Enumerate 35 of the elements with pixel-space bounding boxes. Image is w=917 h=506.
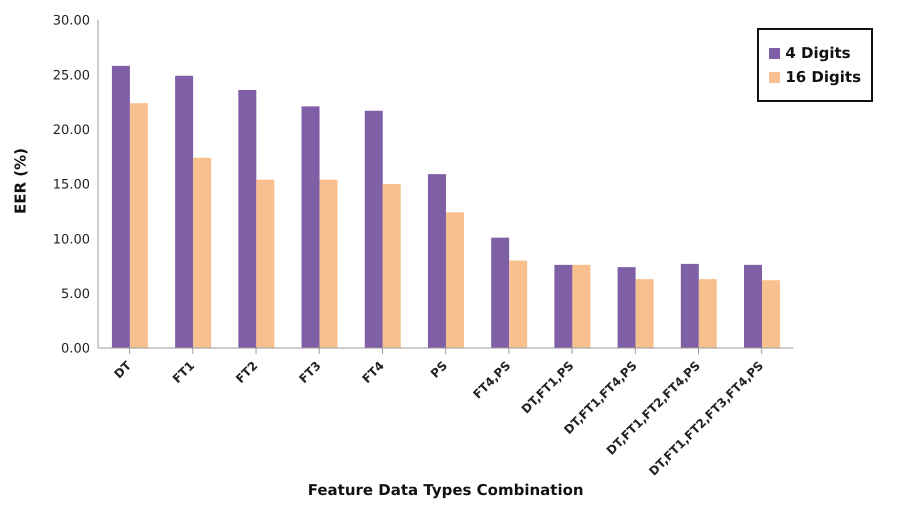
bar bbox=[382, 184, 401, 348]
bar bbox=[744, 264, 762, 348]
y-tick-label: 10.00 bbox=[52, 232, 90, 248]
bar bbox=[762, 280, 780, 348]
bar bbox=[256, 180, 274, 348]
y-tick-label: 0.00 bbox=[61, 342, 90, 357]
bar bbox=[618, 267, 636, 348]
bar bbox=[572, 264, 590, 348]
bar bbox=[554, 264, 572, 348]
legend-label: 4 Digits bbox=[784, 44, 852, 62]
bar bbox=[320, 180, 338, 348]
y-tick-label: 20.00 bbox=[52, 122, 90, 138]
x-tick-label: PS bbox=[428, 358, 450, 381]
bar bbox=[509, 260, 528, 348]
bar bbox=[238, 90, 256, 348]
bar bbox=[446, 212, 464, 348]
bar bbox=[175, 76, 194, 348]
bar bbox=[364, 110, 383, 348]
bar bbox=[302, 106, 320, 348]
y-tick-label: 15.00 bbox=[52, 178, 90, 193]
y-tick-label: 5.00 bbox=[61, 286, 90, 302]
bar bbox=[112, 66, 130, 348]
bar bbox=[193, 158, 212, 348]
bar bbox=[636, 279, 654, 348]
y-tick-label: 25.00 bbox=[52, 68, 90, 84]
x-axis-title: Feature Data Types Combination bbox=[308, 481, 584, 499]
bar bbox=[491, 238, 510, 348]
bar bbox=[698, 279, 717, 348]
y-axis-title: EER (%) bbox=[11, 148, 30, 214]
legend-label: 16 Digits bbox=[784, 68, 861, 86]
bar bbox=[680, 264, 699, 348]
bar bbox=[428, 174, 446, 348]
y-tick-label: 30.00 bbox=[52, 14, 90, 29]
bar bbox=[130, 103, 148, 348]
x-tick-label: DT bbox=[111, 358, 135, 382]
